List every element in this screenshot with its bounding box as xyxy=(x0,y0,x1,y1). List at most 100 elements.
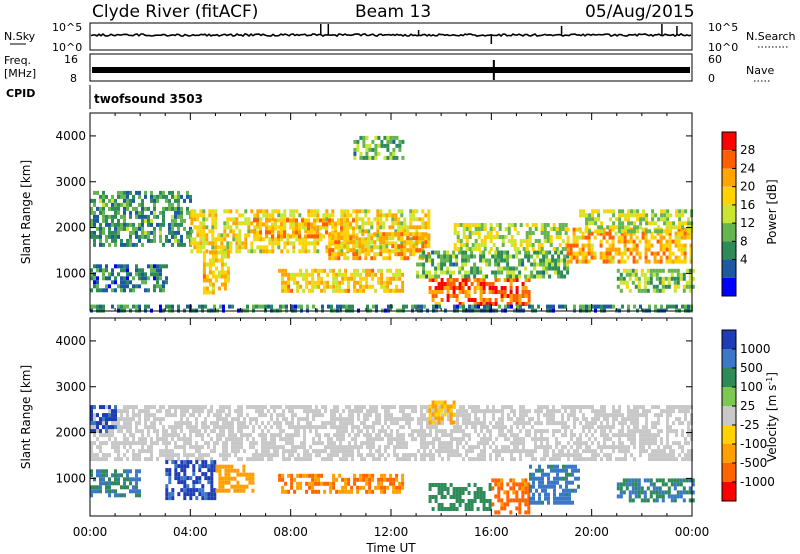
heatmap-cell xyxy=(443,282,447,286)
heatmap-cell xyxy=(576,457,579,462)
heatmap-cell xyxy=(429,433,432,438)
heatmap-cell xyxy=(320,268,324,273)
heatmap-cell xyxy=(334,236,338,241)
heatmap-cell xyxy=(584,243,588,248)
heatmap-cell xyxy=(183,405,186,410)
heatmap-cell xyxy=(557,262,561,267)
heatmap-cell xyxy=(268,226,271,231)
heatmap-cell xyxy=(193,209,197,214)
heatmap-cell xyxy=(108,272,111,277)
heatmap-cell xyxy=(289,234,292,239)
heatmap-cell xyxy=(264,441,267,446)
heatmap-cell xyxy=(495,437,498,442)
heatmap-cell xyxy=(458,302,462,306)
heatmap-cell xyxy=(114,238,117,243)
heatmap-cell xyxy=(129,421,132,426)
heatmap-cell xyxy=(602,227,606,232)
heatmap-cell xyxy=(165,234,168,239)
heatmap-cell xyxy=(214,274,218,279)
heatmap-cell xyxy=(612,213,616,218)
heatmap-cell xyxy=(208,270,212,275)
heatmap-cell xyxy=(634,284,638,289)
heatmap-cell xyxy=(153,194,156,199)
heatmap-cell xyxy=(307,234,310,239)
heatmap-cell xyxy=(424,213,428,218)
heatmap-cell xyxy=(338,268,342,273)
heatmap-cell xyxy=(558,453,561,458)
heatmap-cell xyxy=(384,421,387,426)
heatmap-cell xyxy=(150,425,153,430)
heatmap-cell xyxy=(222,417,225,422)
heatmap-cell xyxy=(189,488,193,493)
heatmap-cell xyxy=(305,284,309,289)
heatmap-cell xyxy=(150,198,153,203)
heatmap-cell xyxy=(688,280,692,285)
heatmap-cell xyxy=(289,213,293,218)
heatmap-cell xyxy=(551,266,555,271)
heatmap-cell xyxy=(564,425,567,430)
heatmap-cell xyxy=(645,213,649,218)
heatmap-cell xyxy=(405,441,408,446)
heatmap-cell xyxy=(189,194,192,199)
heatmap-cell xyxy=(399,409,402,414)
heatmap-cell xyxy=(639,433,642,438)
heatmap-cell xyxy=(223,254,227,259)
heatmap-cell xyxy=(603,437,606,442)
heatmap-cell xyxy=(333,449,336,454)
heatmap-cell xyxy=(202,258,206,263)
heatmap-cell xyxy=(355,252,359,257)
heatmap-cell xyxy=(644,239,648,244)
heatmap-cell xyxy=(105,433,108,438)
heatmap-cell xyxy=(281,477,285,482)
heatmap-cell xyxy=(549,304,552,309)
heatmap-cell xyxy=(501,413,504,418)
heatmap-cell xyxy=(220,250,224,255)
heatmap-cell xyxy=(415,217,419,222)
heatmap-cell xyxy=(259,222,262,227)
heatmap-cell xyxy=(304,249,308,254)
heatmap-cell xyxy=(229,209,233,214)
heatmap-cell xyxy=(192,472,196,477)
heatmap-cell xyxy=(435,429,438,434)
heatmap-cell xyxy=(402,453,405,458)
heatmap-cell xyxy=(162,284,165,289)
heatmap-cell xyxy=(244,221,248,226)
heatmap-cell xyxy=(135,421,138,426)
heatmap-cell xyxy=(351,304,354,309)
heatmap-cell xyxy=(461,290,465,294)
heatmap-cell xyxy=(644,255,648,260)
heatmap-cell xyxy=(684,209,688,214)
heatmap-cell xyxy=(474,425,477,430)
heatmap-cell xyxy=(201,425,204,430)
heatmap-cell xyxy=(558,231,562,235)
heatmap-cell xyxy=(447,453,450,458)
heatmap-cell xyxy=(153,264,156,269)
heatmap-cell xyxy=(327,441,330,446)
heatmap-cell xyxy=(135,413,138,418)
heatmap-cell xyxy=(192,480,196,485)
heatmap-cell xyxy=(382,225,386,230)
heatmap-cell xyxy=(120,441,123,446)
heatmap-cell xyxy=(444,409,447,414)
heatmap-cell xyxy=(456,453,459,458)
heatmap-cell xyxy=(207,476,211,481)
heatmap-cell xyxy=(626,255,630,260)
heatmap-cell xyxy=(231,445,234,450)
heatmap-cell xyxy=(494,258,498,263)
heatmap-cell xyxy=(250,245,254,250)
heatmap-cell xyxy=(271,245,275,250)
heatmap-cell xyxy=(301,218,304,223)
heatmap-cell xyxy=(165,413,168,418)
nsky-panel-frame xyxy=(89,22,693,51)
heatmap-cell xyxy=(333,421,336,426)
heatmap-cell xyxy=(347,284,351,289)
heatmap-cell xyxy=(654,405,657,410)
heatmap-cell xyxy=(564,227,568,231)
heatmap-cell xyxy=(192,464,196,469)
heatmap-cell xyxy=(189,413,192,418)
heatmap-cell xyxy=(159,272,162,277)
heatmap-cell xyxy=(369,405,372,410)
heatmap-cell xyxy=(277,241,281,246)
heatmap-cell xyxy=(615,433,618,438)
heatmap-cell xyxy=(435,449,438,454)
